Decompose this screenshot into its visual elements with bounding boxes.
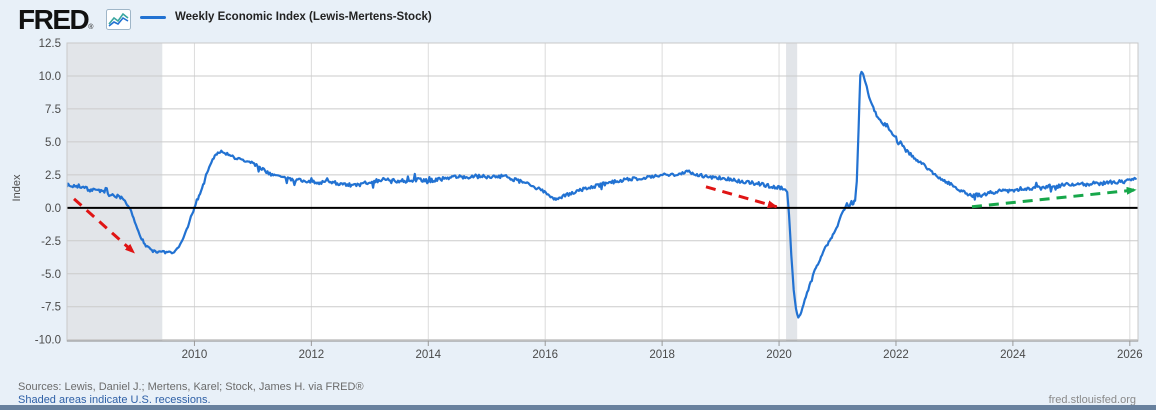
y-tick-label: 7.5	[45, 104, 61, 116]
x-tick-label: 2018	[649, 349, 675, 361]
y-tick-label: 10.0	[39, 71, 61, 83]
y-tick-label: 2.5	[45, 170, 61, 182]
wei-series-line	[67, 70, 1137, 319]
fred-logo[interactable]: FRED®	[18, 4, 93, 36]
trend-annotation-arrow	[971, 186, 1137, 209]
x-tick-label: 2016	[532, 349, 558, 361]
fred-logo-registered: ®	[88, 24, 93, 31]
chart-header: FRED® Weekly Economic Index (Lewis-Merte…	[0, 0, 1156, 40]
recession-band	[786, 43, 798, 341]
y-tick-label: -5.0	[41, 269, 61, 281]
legend-label: Weekly Economic Index (Lewis-Mertens-Sto…	[175, 11, 432, 23]
sources-text: Sources: Lewis, Daniel J.; Mertens, Kare…	[18, 381, 364, 393]
legend-line-swatch	[140, 15, 166, 19]
y-tick-label: -10.0	[35, 335, 61, 347]
legend: Weekly Economic Index (Lewis-Mertens-Sto…	[140, 11, 432, 23]
y-tick-label: -2.5	[41, 236, 61, 248]
trend-annotation-arrow	[705, 185, 778, 209]
x-tick-label: 2022	[883, 349, 909, 361]
bottom-accent-bar	[0, 405, 1156, 410]
x-tick-label: 2014	[415, 349, 441, 361]
mini-chart-icon[interactable]	[106, 9, 131, 35]
y-tick-label: 12.5	[39, 38, 61, 50]
x-tick-label: 2024	[1000, 349, 1026, 361]
plot-area	[67, 43, 1138, 341]
fred-logo-text: FRED	[18, 4, 90, 35]
x-tick-label: 2010	[182, 349, 208, 361]
recession-band	[67, 43, 163, 341]
y-tick-label: -7.5	[41, 302, 61, 314]
trend-annotation-arrow	[73, 197, 136, 254]
y-tick-label: 0.0	[45, 203, 61, 215]
x-tick-label: 2020	[766, 349, 792, 361]
y-tick-label: 5.0	[45, 137, 61, 149]
recessions-note-link[interactable]: Shaded areas indicate U.S. recessions.	[18, 394, 211, 406]
x-tick-label: 2026	[1117, 349, 1143, 361]
fred-site-link[interactable]: fred.stlouisfed.org	[1048, 394, 1136, 406]
wei-line-chart: 2010 2012 2014 2016 2018 2020 2022 2024 2026 12.5…	[35, 38, 1143, 361]
x-tick-label: 2012	[299, 349, 325, 361]
